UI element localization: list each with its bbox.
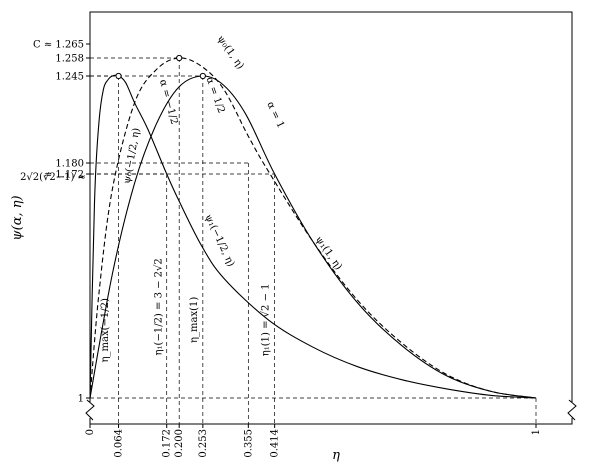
annotation-5: ψ₁(−1/2, η) [202, 213, 236, 269]
x-tick-label-7: 1 [531, 429, 542, 435]
annotation-4: α = 1 [264, 100, 286, 130]
y-tick-label-1: ≈ 1.172 [44, 170, 84, 181]
series-line-1 [89, 57, 537, 399]
max-marker-2 [199, 72, 206, 80]
annotation-10: η₁(1) = √2 − 1 [260, 283, 271, 356]
x-tick-label-4: 0.253 [198, 429, 209, 458]
series-lines [89, 57, 537, 399]
annotation-9: η_max(1) [189, 297, 200, 343]
annotation-1: α = −1/2 [157, 78, 180, 125]
annotation-2: α = 1/2 [203, 76, 226, 115]
x-tick-label-6: 0.414 [270, 429, 281, 458]
max-marker-1 [176, 54, 183, 62]
max-marker-0 [115, 72, 122, 80]
x-axis-title: η [332, 448, 340, 463]
plot-frame [89, 11, 573, 425]
x-tick-label-5: 0.355 [243, 429, 254, 458]
axes-box [89, 11, 573, 425]
y-tick-label-0: 1 [78, 394, 84, 405]
x-tick-label-2: 0.172 [162, 429, 173, 458]
x-tick-label-0: 0 [85, 429, 96, 435]
annotation-3: ψ₀(1, η) [215, 34, 246, 72]
axis-break-right [567, 399, 577, 421]
y-tick-label-3: 1.245 [55, 72, 84, 83]
annotation-6: ψ₁(1, η) [313, 234, 344, 272]
annotation-8: η₁(−1/2) = 3 − 2√2 [153, 258, 164, 355]
y-axis-title: ψ(α, η) [10, 195, 25, 240]
x-tick-label-3: 0.200 [174, 429, 185, 458]
annotation-group: ψ₀(−1/2, η)α = −1/2 α = 1/2ψ₀(1, η)α = 1ψ… [100, 34, 344, 363]
y-extra-label: 2√2(√2−1) ≈ [20, 172, 86, 183]
axis-break-left [85, 399, 95, 421]
reference-lines [90, 57, 537, 424]
axis-break-marks [85, 399, 577, 421]
series-line-0 [89, 74, 537, 399]
x-tick-label-1: 0.064 [114, 429, 125, 458]
series-line-2 [89, 75, 537, 399]
y-tick-label-2: 1.180 [55, 159, 84, 170]
x-tick-group: 0 0.064 0.172 0.200 0.253 0.355 0.414 1 [85, 424, 542, 458]
annotation-7: η_max(−1/2) [100, 298, 111, 362]
y-tick-label-5: C ≈ 1.265 [33, 40, 84, 51]
marker-points [115, 54, 206, 80]
y-tick-label-4: 1.258 [55, 54, 84, 65]
